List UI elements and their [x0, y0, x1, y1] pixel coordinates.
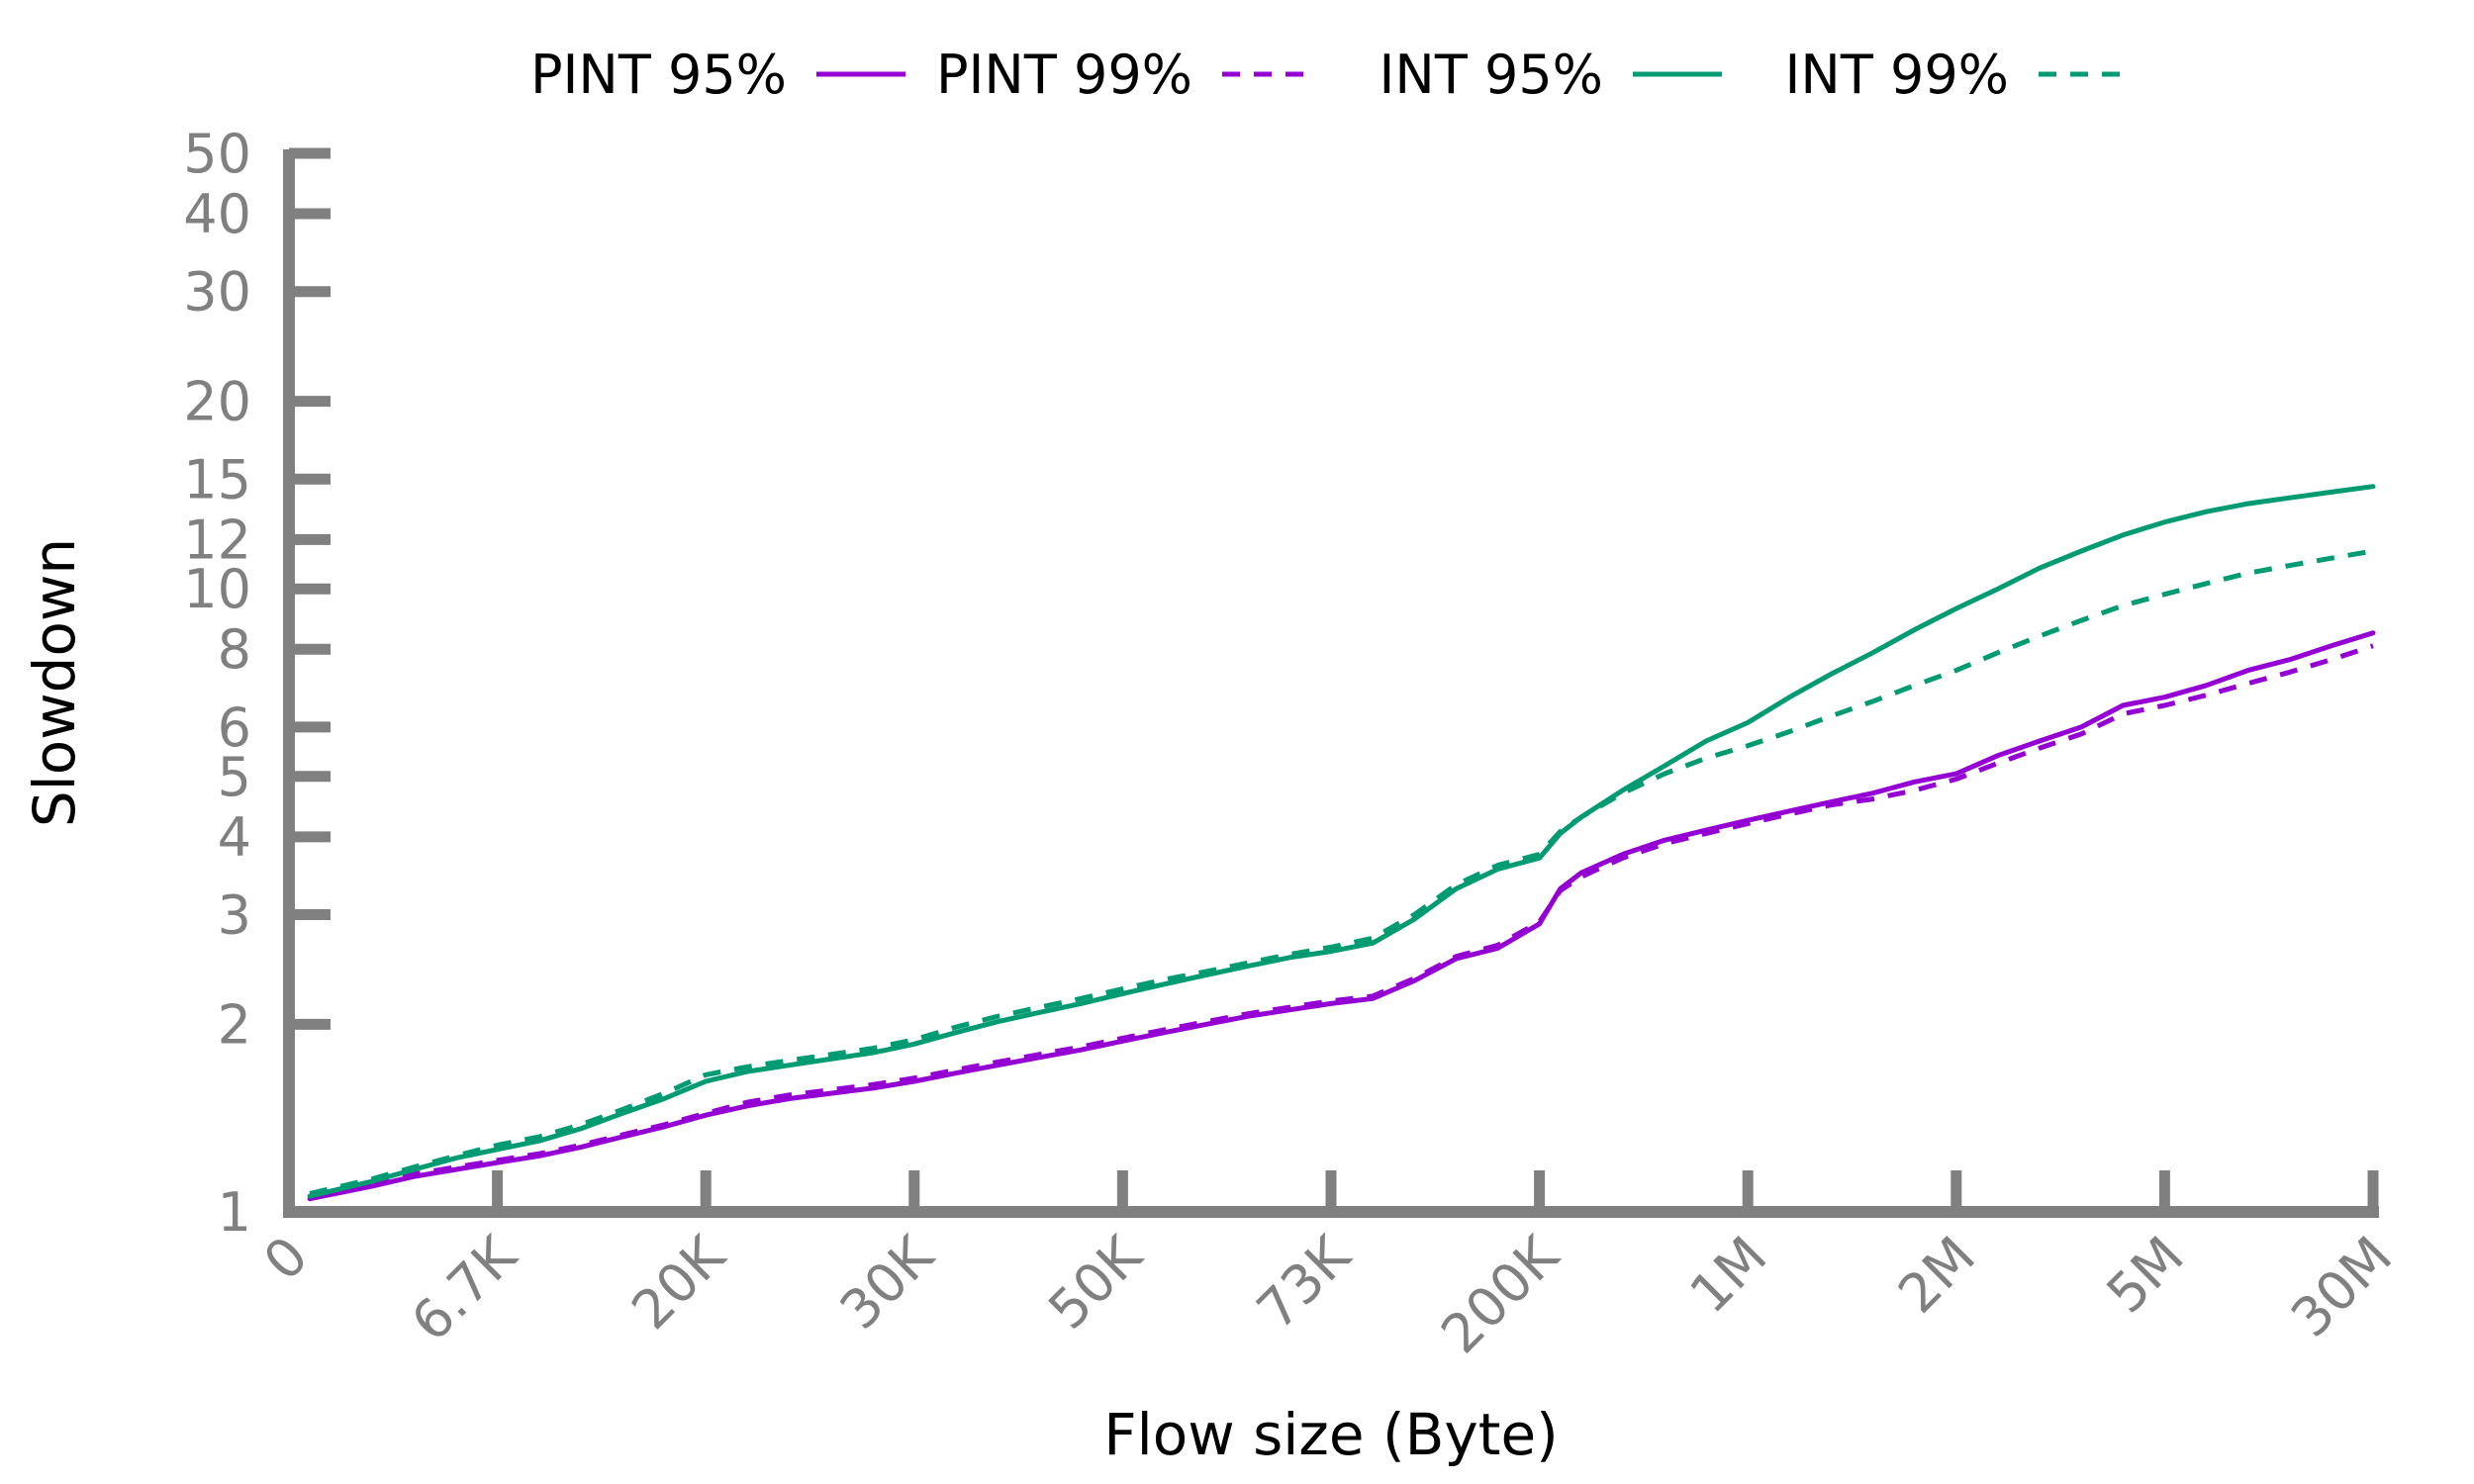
y-axis-title: Slowdown — [21, 538, 88, 827]
y-tick-label: 30 — [183, 261, 251, 324]
legend-label-int-95: INT 95% — [1380, 44, 1604, 106]
series-line-int-95 — [307, 484, 2376, 1199]
y-tick-label: 50 — [183, 123, 251, 185]
x-tick-label: 1M — [1678, 1225, 1779, 1326]
y-tick-label: 5 — [218, 746, 251, 808]
plot-lines — [307, 484, 2376, 1202]
y-tick-label: 15 — [183, 448, 251, 510]
x-tick-label: 5M — [2095, 1225, 2196, 1326]
x-axis-title: Flow size (Byte) — [1103, 1401, 1559, 1468]
y-tick-label: 10 — [183, 558, 251, 620]
x-tick-label: 0 — [251, 1225, 320, 1293]
legend-label-int-99: INT 99% — [1785, 44, 2010, 106]
legend: PINT 95% PINT 99% INT 95% INT 99% — [530, 44, 2128, 106]
y-tick-label: 6 — [218, 696, 251, 759]
x-tick-label: 30K — [828, 1224, 946, 1342]
y-tick-label: 12 — [183, 509, 251, 571]
y-tick-label: 2 — [218, 993, 251, 1056]
y-tick-label: 20 — [183, 371, 251, 433]
y-tick-label: 40 — [183, 183, 251, 245]
x-tick-label: 50K — [1036, 1224, 1154, 1342]
x-tick-label: 200K — [1429, 1224, 1571, 1366]
y-tick-label: 4 — [218, 806, 251, 869]
y-tick-label: 8 — [218, 618, 251, 681]
y-tick-label: 1 — [218, 1181, 251, 1244]
x-tick-label: 73K — [1245, 1224, 1363, 1342]
x-tick-label: 2M — [1886, 1225, 1987, 1326]
legend-label-pint-95: PINT 95% — [530, 44, 787, 106]
x-tick-label: 6.7K — [399, 1224, 528, 1353]
series-line-pint-99 — [309, 643, 2374, 1199]
legend-label-pint-99: PINT 99% — [936, 44, 1192, 106]
x-tick-label: 30M — [2279, 1225, 2404, 1349]
series-line-int-99 — [309, 548, 2374, 1196]
y-tick-label: 3 — [218, 884, 251, 947]
x-tick-label: 20K — [619, 1224, 737, 1342]
